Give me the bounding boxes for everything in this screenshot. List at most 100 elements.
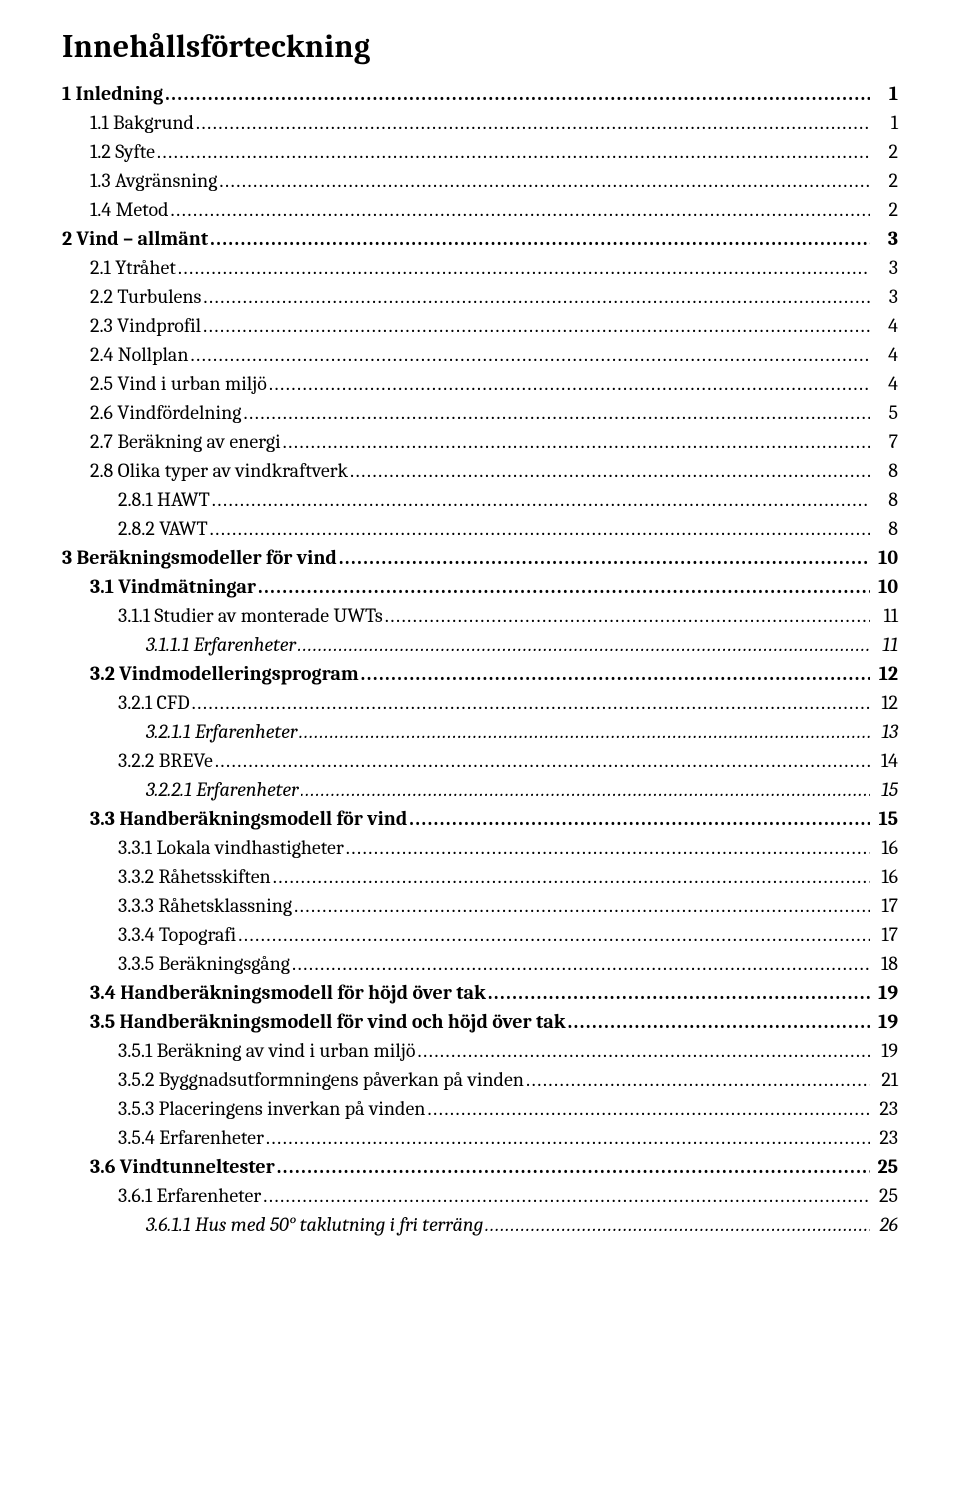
toc-row: 3.6.1.1 Hus med 50° taklutning i fri ter… [62, 1210, 898, 1239]
toc-leader [273, 867, 870, 887]
toc-label: 1.1 Bakgrund [90, 113, 194, 133]
toc-page: 17 [872, 925, 898, 945]
toc-page: 3 [872, 229, 898, 249]
toc-label: 3.3 Handberäkningsmodell för vind [90, 809, 407, 829]
toc-leader [350, 461, 870, 481]
toc-row: 3.4 Handberäkningsmodell för höjd över t… [62, 978, 898, 1007]
toc-leader [526, 1070, 870, 1090]
toc-label: 2.6 Vindfördelning [90, 403, 241, 423]
toc-row: 2.6 Vindfördelning5 [62, 398, 898, 427]
toc-row: 3.2.1 CFD 12 [62, 688, 898, 717]
toc-label: 3.6 Vindtunneltester [90, 1157, 275, 1177]
toc-page: 19 [872, 1041, 898, 1061]
toc-page: 10 [872, 577, 898, 597]
toc-label: 3.1 Vindmätningar [90, 577, 256, 597]
table-of-contents: 1 Inledning1 1.1 Bakgrund 1 1.2 Syfte2 1.3 A… [62, 79, 898, 1239]
toc-leader [417, 1041, 870, 1061]
toc-row: 1.2 Syfte2 [62, 137, 898, 166]
toc-page: 26 [872, 1215, 898, 1235]
toc-leader [346, 838, 870, 858]
toc-page: 15 [872, 780, 898, 800]
toc-label: 1.3 Avgränsning [90, 171, 217, 191]
toc-row: 3.1 Vindmätningar 10 [62, 572, 898, 601]
toc-leader [568, 1012, 870, 1032]
toc-leader [215, 751, 870, 771]
toc-page: 8 [872, 461, 898, 481]
toc-page: 11 [872, 606, 898, 626]
toc-label: 2.8.2 VAWT [118, 519, 208, 539]
toc-page: 25 [872, 1157, 898, 1177]
toc-leader [301, 780, 870, 800]
toc-row: 3.2.2 BREVe14 [62, 746, 898, 775]
toc-page: 4 [872, 374, 898, 394]
toc-row: 3.5 Handberäkningsmodell för vind och hö… [62, 1007, 898, 1036]
toc-label: 3.2.2 BREVe [118, 751, 213, 771]
toc-leader [485, 1215, 870, 1235]
toc-label: 3 Beräkningsmodeller för vind [62, 548, 337, 568]
toc-page: 8 [872, 490, 898, 510]
toc-row: 3.3.1 Lokala vindhastigheter 16 [62, 833, 898, 862]
toc-row: 2.8.2 VAWT 8 [62, 514, 898, 543]
toc-leader [339, 548, 870, 568]
toc-row: 1.4 Metod2 [62, 195, 898, 224]
toc-page: 2 [872, 142, 898, 162]
toc-page: 1 [872, 84, 898, 104]
toc-row: 2.5 Vind i urban miljö 4 [62, 369, 898, 398]
toc-page: 1 [872, 113, 898, 133]
toc-row: 3.3.5 Beräkningsgång18 [62, 949, 898, 978]
toc-leader [361, 664, 870, 684]
toc-page: 18 [872, 954, 898, 974]
toc-label: 3.2.1 CFD [118, 693, 190, 713]
toc-row: 2.7 Beräkning av energi7 [62, 427, 898, 456]
toc-leader [212, 490, 870, 510]
toc-label: 3.6.1.1 Hus med 50° taklutning i fri ter… [146, 1215, 483, 1235]
toc-leader [299, 722, 870, 742]
toc-row: 2 Vind – allmänt 3 [62, 224, 898, 253]
toc-row: 3.5.1 Beräkning av vind i urban miljö 19 [62, 1036, 898, 1065]
toc-leader [298, 635, 870, 655]
toc-page: 21 [872, 1070, 898, 1090]
toc-row: 3.3 Handberäkningsmodell för vind15 [62, 804, 898, 833]
toc-label: 2.1 Ytråhet [90, 258, 176, 278]
toc-label: 2.5 Vind i urban miljö [90, 374, 267, 394]
toc-leader [277, 1157, 870, 1177]
toc-leader [219, 171, 870, 191]
toc-leader [292, 954, 870, 974]
toc-label: 2 Vind – allmänt [62, 229, 208, 249]
toc-label: 3.5.1 Beräkning av vind i urban miljö [118, 1041, 415, 1061]
toc-row: 3.6.1 Erfarenheter25 [62, 1181, 898, 1210]
toc-row: 3.2.2.1 Erfarenheter 15 [62, 775, 898, 804]
toc-page: 4 [872, 345, 898, 365]
toc-leader [258, 577, 870, 597]
toc-label: 1.4 Metod [90, 200, 169, 220]
toc-page: 3 [872, 258, 898, 278]
toc-page: 16 [872, 838, 898, 858]
toc-row: 1 Inledning1 [62, 79, 898, 108]
toc-label: 3.2.2.1 Erfarenheter [146, 780, 299, 800]
toc-page: 13 [872, 722, 898, 742]
toc-page: 12 [872, 693, 898, 713]
toc-row: 3.3.3 Råhetsklassning17 [62, 891, 898, 920]
toc-row: 3.1.1 Studier av monterade UWTs11 [62, 601, 898, 630]
toc-label: 2.8.1 HAWT [118, 490, 210, 510]
toc-row: 2.8 Olika typer av vindkraftverk8 [62, 456, 898, 485]
toc-label: 3.6.1 Erfarenheter [118, 1186, 261, 1206]
toc-leader [210, 229, 870, 249]
toc-page: 8 [872, 519, 898, 539]
toc-page: 4 [872, 316, 898, 336]
toc-leader [203, 287, 870, 307]
toc-row: 2.3 Vindprofil 4 [62, 311, 898, 340]
toc-label: 3.3.3 Råhetsklassning [118, 896, 292, 916]
toc-leader [263, 1186, 870, 1206]
toc-page: 19 [872, 983, 898, 1003]
toc-leader [190, 345, 870, 365]
toc-row: 3.5.4 Erfarenheter23 [62, 1123, 898, 1152]
toc-page: 2 [872, 171, 898, 191]
toc-row: 3.1.1.1 Erfarenheter11 [62, 630, 898, 659]
toc-label: 2.3 Vindprofil [90, 316, 201, 336]
toc-row: 3.5.2 Byggnadsutformningens påverkan på … [62, 1065, 898, 1094]
toc-label: 3.2 Vindmodelleringsprogram [90, 664, 359, 684]
toc-page: 19 [872, 1012, 898, 1032]
toc-leader [427, 1099, 870, 1119]
toc-label: 3.3.1 Lokala vindhastigheter [118, 838, 344, 858]
